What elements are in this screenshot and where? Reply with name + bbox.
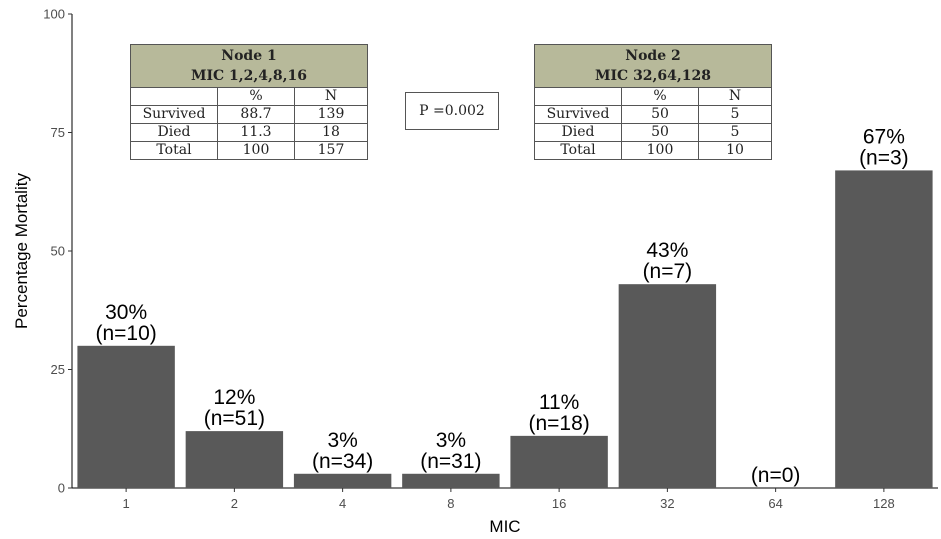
table-cell: 50 xyxy=(621,105,699,124)
table-row: Total 100 10 xyxy=(534,141,772,160)
node-2-header: Node 2 MIC 32,64,128 xyxy=(534,44,772,88)
table-row: Died 50 5 xyxy=(534,123,772,142)
bar-percent-label: 67% xyxy=(863,125,905,148)
bar-count-label: (n=31) xyxy=(420,450,481,473)
x-tick-label: 1 xyxy=(123,496,130,511)
bar xyxy=(77,345,175,488)
x-tick-label: 4 xyxy=(339,496,346,511)
bar xyxy=(293,473,392,488)
table-cell: 5 xyxy=(698,105,772,124)
column-header-n: N xyxy=(294,87,368,106)
bar-count-label: (n=3) xyxy=(859,146,909,169)
table-cell: 88.7 xyxy=(217,105,295,124)
x-tick-label: 2 xyxy=(231,496,238,511)
y-tick-label: 25 xyxy=(51,362,65,377)
bar-percent-label: 43% xyxy=(646,239,688,262)
y-axis-title: Percentage Mortality xyxy=(12,173,31,329)
bar xyxy=(835,170,933,489)
column-header-n: N xyxy=(698,87,772,106)
row-label: Survived xyxy=(130,105,218,124)
row-label: Total xyxy=(130,141,218,160)
node-2-subtitle: MIC 32,64,128 xyxy=(595,68,711,84)
x-axis-title: MIC xyxy=(489,517,520,536)
bar xyxy=(185,431,284,488)
x-tick-label: 8 xyxy=(447,496,454,511)
table-row: % N xyxy=(130,87,368,106)
bar-percent-label: 30% xyxy=(105,301,147,324)
y-tick-label: 100 xyxy=(43,7,65,22)
y-tick-label: 75 xyxy=(51,125,65,140)
table-cell: 100 xyxy=(621,141,699,160)
table-cell: 10 xyxy=(698,141,772,160)
node-1-title: Node 1 xyxy=(221,48,277,64)
table-cell: 5 xyxy=(698,123,772,142)
node-1-header: Node 1 MIC 1,2,4,8,16 xyxy=(130,44,368,88)
bar-count-label: (n=34) xyxy=(312,450,373,473)
bar-count-label: (n=51) xyxy=(204,407,265,430)
table-cell: 11.3 xyxy=(217,123,295,142)
table-cell: 50 xyxy=(621,123,699,142)
bar-percent-label: 11% xyxy=(539,391,579,414)
column-header-pct: % xyxy=(621,87,699,106)
table-cell: 139 xyxy=(294,105,368,124)
bar-count-label: (n=10) xyxy=(95,322,156,345)
table-cell: 100 xyxy=(217,141,295,160)
x-tick-label: 32 xyxy=(660,496,674,511)
table-row: Total 100 157 xyxy=(130,141,368,160)
y-tick-label: 50 xyxy=(51,244,65,259)
row-label: Died xyxy=(130,123,218,142)
bar-count-label: (n=0) xyxy=(751,464,801,487)
bar-count-label: (n=18) xyxy=(528,412,589,435)
table-row: % N xyxy=(534,87,772,106)
bar-percent-label: 3% xyxy=(436,429,466,452)
x-tick-label: 128 xyxy=(873,496,895,511)
y-axis: 0 25 50 75 100 xyxy=(43,7,73,496)
column-header-pct: % xyxy=(217,87,295,106)
bar-count-label: (n=7) xyxy=(643,260,693,283)
bar-percent-label: 12% xyxy=(213,386,255,409)
p-value-box: P =0.002 xyxy=(405,92,499,130)
node-1-table: Node 1 MIC 1,2,4,8,16 % N Survived 88.7 … xyxy=(130,44,368,160)
table-cell xyxy=(130,87,218,106)
table-row: Died 11.3 18 xyxy=(130,123,368,142)
table-cell: 18 xyxy=(294,123,368,142)
node-2-title: Node 2 xyxy=(625,48,681,64)
bar-labels: (n=10)30%(n=51)12%(n=34)3%(n=31)3%(n=18)… xyxy=(95,125,908,487)
table-cell: 157 xyxy=(294,141,368,160)
node-1-subtitle: MIC 1,2,4,8,16 xyxy=(190,68,307,84)
bar xyxy=(510,435,608,488)
row-label: Survived xyxy=(534,105,622,124)
bar xyxy=(402,473,500,488)
table-row: Survived 50 5 xyxy=(534,105,772,124)
node-2-table: Node 2 MIC 32,64,128 % N Survived 50 5 D… xyxy=(534,44,772,160)
x-tick-label: 64 xyxy=(768,496,782,511)
table-row: Survived 88.7 139 xyxy=(130,105,368,124)
bars xyxy=(77,170,933,489)
row-label: Died xyxy=(534,123,622,142)
bar-percent-label: 3% xyxy=(327,429,357,452)
x-axis: 1 2 4 8 16 32 64 128 xyxy=(72,487,938,511)
bar xyxy=(618,284,717,488)
table-cell xyxy=(534,87,622,106)
x-tick-label: 16 xyxy=(552,496,566,511)
y-tick-label: 0 xyxy=(58,481,65,496)
row-label: Total xyxy=(534,141,622,160)
